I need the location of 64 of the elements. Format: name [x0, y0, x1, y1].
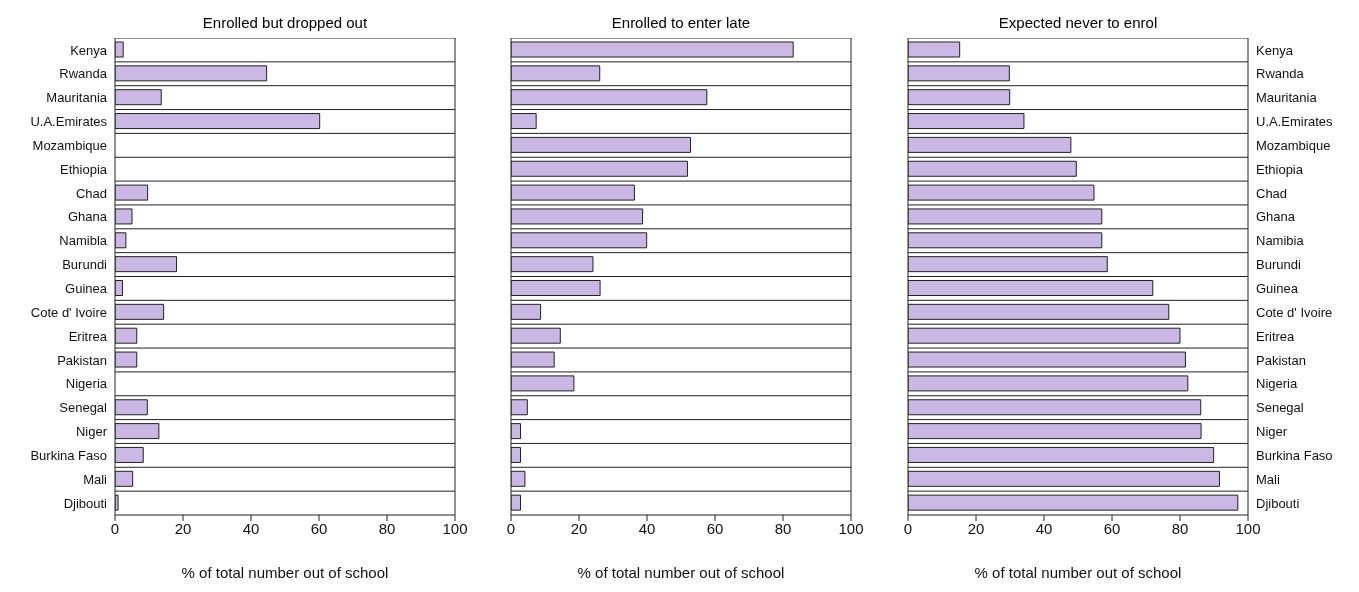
- y-tick-label: Burundi: [1256, 257, 1301, 273]
- x-tick-label: 20: [570, 519, 588, 537]
- y-tick-label: Djibouti: [63, 495, 108, 511]
- chart-title: Enrolled but dropped out: [201, 13, 369, 33]
- y-tick-label: Burkina Faso: [1256, 447, 1333, 463]
- x-tick-label: 40: [638, 519, 656, 537]
- x-tick-label: 100: [838, 519, 864, 537]
- y-tick-label: Rwanda: [1256, 66, 1305, 82]
- y-tick-label: Burundi: [62, 257, 108, 273]
- y-tick-label: Chad: [75, 185, 107, 201]
- y-tick-label: Mozambique: [1256, 137, 1331, 153]
- x-axis-title: % of total number out of school: [181, 564, 389, 581]
- y-tick-label: Nigeria: [1256, 376, 1298, 392]
- y-tick-label: Kenya: [70, 42, 108, 58]
- x-tick-label: 0: [506, 519, 516, 537]
- y-tick-label: Ghana: [1256, 209, 1296, 225]
- y-tick-label: Cote d' Ivoire: [1256, 304, 1333, 320]
- y-tick-label: U.A.Emirates: [1256, 114, 1334, 130]
- chart-title: Expected never to enrol: [997, 13, 1159, 33]
- y-tick-label: Senegal: [59, 400, 108, 416]
- x-tick-label: 100: [1235, 519, 1261, 537]
- y-tick-label: Cote d' Ivoire: [30, 304, 107, 320]
- x-axis-title: % of total number out of school: [974, 564, 1182, 581]
- y-tick-label: Mali: [83, 471, 108, 487]
- y-tick-label: Mauritania: [1256, 90, 1318, 106]
- y-tick-label: Senegal: [1256, 400, 1304, 416]
- x-tick-label: 0: [110, 519, 120, 537]
- y-tick-label: Ethiopia: [60, 161, 108, 177]
- y-tick-label: Burkina Faso: [30, 447, 107, 463]
- x-tick-label: 40: [242, 519, 260, 537]
- y-tick-label: Namibia: [1256, 233, 1305, 249]
- y-tick-label: Ghana: [67, 209, 108, 225]
- y-tick-label: Nigeria: [65, 376, 108, 392]
- y-tick-label: Niger: [1256, 424, 1288, 440]
- x-tick-label: 80: [774, 519, 792, 537]
- x-axis-title: % of total number out of school: [577, 564, 785, 581]
- y-tick-label: Eritrea: [1256, 328, 1296, 344]
- chart-title: Enrolled to enter late: [610, 13, 752, 33]
- y-tick-label: U.A.Emirates: [30, 114, 108, 130]
- x-tick-label: 20: [174, 519, 192, 537]
- y-tick-label: Namibla: [59, 233, 108, 249]
- y-tick-label: Pakistan: [57, 352, 107, 368]
- y-tick-label: Kenya: [1256, 42, 1294, 58]
- y-tick-label: Mali: [1256, 471, 1280, 487]
- x-tick-label: 20: [967, 519, 985, 537]
- y-tick-label: Mauritania: [46, 90, 108, 106]
- x-tick-label: 40: [1035, 519, 1053, 537]
- x-tick-label: 100: [442, 519, 468, 537]
- x-tick-label: 0: [903, 519, 913, 537]
- y-tick-label: Mozambique: [32, 137, 107, 153]
- y-tick-label: Eritrea: [68, 328, 108, 344]
- y-tick-label: Guinea: [65, 281, 108, 297]
- x-tick-label: 60: [310, 519, 328, 537]
- y-tick-label: Guinea: [1256, 281, 1299, 297]
- y-tick-label: Niger: [75, 424, 108, 440]
- x-tick-label: 80: [1171, 519, 1189, 537]
- x-tick-label: 80: [378, 519, 396, 537]
- y-tick-label: Chad: [1256, 185, 1288, 201]
- x-tick-label: 60: [1103, 519, 1121, 537]
- y-tick-label: Pakistan: [1256, 352, 1306, 368]
- y-tick-label: Djibouti: [1256, 495, 1300, 511]
- x-tick-label: 60: [706, 519, 724, 537]
- y-tick-label: Rwanda: [59, 66, 108, 82]
- y-tick-label: Ethiopia: [1256, 161, 1304, 177]
